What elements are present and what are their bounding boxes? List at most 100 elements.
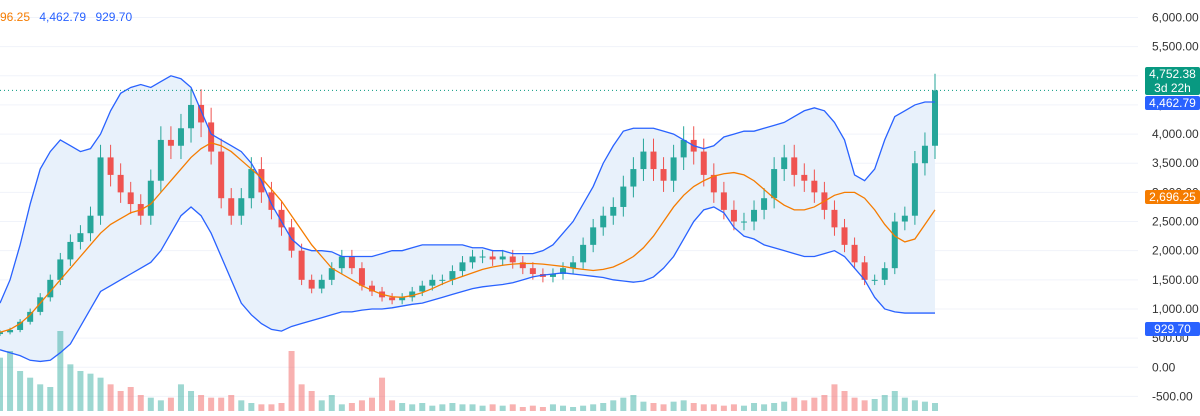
- candle-body: [630, 169, 637, 187]
- last-price-tag: 4,752.38 3d 22h: [1145, 67, 1200, 95]
- volume-bar: [177, 384, 184, 411]
- volume-bar: [590, 404, 597, 411]
- volume-bar: [499, 405, 506, 411]
- volume-bar: [57, 331, 64, 411]
- candle-body: [570, 262, 577, 269]
- candle-body: [188, 104, 195, 129]
- candle-body: [590, 227, 597, 245]
- y-tick-label: -500.00: [1152, 389, 1193, 403]
- volume-bar: [27, 377, 34, 411]
- candle-body: [600, 215, 607, 228]
- lower-band-line: [0, 206, 935, 363]
- upper-band-tag: 4,462.79: [1145, 96, 1200, 110]
- volume-bar: [409, 404, 416, 411]
- volume-bar: [459, 404, 466, 411]
- volume-bar: [600, 403, 607, 411]
- candle-body: [238, 198, 245, 216]
- candle-body: [57, 259, 64, 280]
- volume-bar: [740, 405, 747, 411]
- candle-body: [680, 139, 687, 158]
- candle-body: [811, 180, 818, 193]
- candle-body: [710, 174, 717, 193]
- candle-body: [791, 157, 798, 175]
- volume-bar: [891, 391, 898, 411]
- candle-body: [419, 285, 426, 292]
- legend-middle-value: 96.25: [0, 10, 31, 24]
- volume-bar: [449, 403, 456, 411]
- volume-bar: [439, 404, 446, 411]
- volume-bar: [881, 395, 888, 411]
- candle-body: [549, 274, 556, 277]
- volume-bar: [690, 403, 697, 411]
- candle-body: [439, 279, 446, 281]
- volume-bar: [419, 403, 426, 411]
- volume-bar: [610, 400, 617, 411]
- volume-bar: [127, 387, 134, 411]
- candle-body: [781, 157, 788, 170]
- candle-body: [218, 151, 225, 199]
- candle-body: [640, 151, 647, 170]
- volume-bar: [399, 403, 406, 411]
- volume-bar: [157, 400, 164, 411]
- candle-body: [198, 104, 205, 123]
- candle-body: [97, 157, 104, 216]
- bollinger-band-fill: [0, 75, 935, 362]
- volume-bar: [720, 405, 727, 411]
- candle-body: [328, 268, 335, 280]
- candle-body: [831, 209, 838, 228]
- volume-bar: [670, 401, 677, 411]
- candle-body: [0, 332, 3, 335]
- volume-bar: [198, 395, 205, 411]
- volume-bar: [529, 405, 536, 411]
- candle-body: [660, 169, 667, 181]
- volume-bar: [821, 395, 828, 411]
- candle-body: [499, 256, 506, 260]
- y-tick-label: 1,000.00: [1152, 302, 1199, 316]
- volume-bar: [570, 407, 577, 411]
- candle-body: [147, 180, 154, 216]
- volume-bar: [479, 405, 486, 411]
- volume-bar: [791, 397, 798, 411]
- candle-body: [801, 174, 808, 181]
- volume-bar: [278, 403, 285, 411]
- y-tick-label: 2,500.00: [1152, 215, 1199, 229]
- volume-bar: [921, 401, 928, 411]
- indicator-legend[interactable]: 96.25 4,462.79 929.70: [0, 10, 138, 24]
- volume-bar: [87, 373, 94, 411]
- volume-bar: [630, 395, 637, 411]
- candle-body: [771, 169, 778, 199]
- volume-bar: [831, 384, 838, 411]
- candle-body: [268, 192, 275, 210]
- candle-body: [580, 244, 587, 263]
- y-tick-label: 1,500.00: [1152, 273, 1199, 287]
- volume-bar: [771, 403, 778, 411]
- volume-bar: [77, 371, 84, 411]
- band-fill-area: [0, 75, 935, 362]
- volume-bar: [539, 407, 546, 411]
- volume-bar: [167, 397, 174, 411]
- candle-body: [67, 241, 74, 260]
- candle-body: [77, 233, 84, 242]
- candle-body: [469, 256, 476, 263]
- volume-bar: [288, 351, 295, 411]
- candle-body: [720, 192, 727, 210]
- upper-band-line: [0, 75, 935, 304]
- volume-bar: [560, 405, 567, 411]
- volume-bar: [801, 400, 808, 411]
- volume-bar: [368, 397, 375, 411]
- volume-bar: [509, 404, 516, 411]
- volume-bar: [107, 384, 114, 411]
- candle-body: [117, 174, 124, 193]
- y-tick-label: 4,000.00: [1152, 127, 1199, 141]
- volume-bar: [700, 404, 707, 411]
- volume-bar: [489, 404, 496, 411]
- volume-bar: [137, 395, 144, 411]
- candle-body: [851, 244, 858, 263]
- volume-bar: [308, 391, 315, 411]
- volume-bar: [218, 397, 225, 411]
- volume-bars: [0, 331, 938, 411]
- volume-bar: [298, 384, 305, 411]
- candle-body: [700, 151, 707, 175]
